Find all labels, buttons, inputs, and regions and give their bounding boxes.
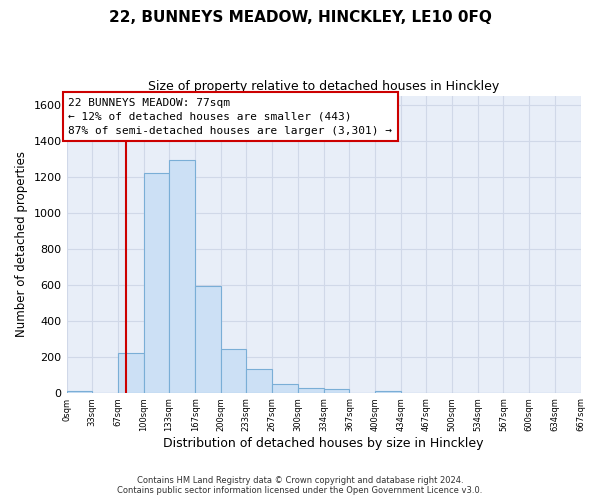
Text: Contains HM Land Registry data © Crown copyright and database right 2024.
Contai: Contains HM Land Registry data © Crown c…	[118, 476, 482, 495]
Bar	[324, 389, 349, 392]
Text: 22, BUNNEYS MEADOW, HINCKLEY, LE10 0FQ: 22, BUNNEYS MEADOW, HINCKLEY, LE10 0FQ	[109, 10, 491, 25]
Bar	[143, 173, 169, 392]
Bar	[298, 388, 324, 392]
Bar	[195, 286, 221, 393]
X-axis label: Distribution of detached houses by size in Hinckley: Distribution of detached houses by size …	[163, 437, 484, 450]
Bar	[375, 391, 401, 392]
Title: Size of property relative to detached houses in Hinckley: Size of property relative to detached ho…	[148, 80, 499, 93]
Bar	[67, 391, 92, 392]
Bar	[246, 369, 272, 392]
Bar	[221, 350, 246, 393]
Text: 22 BUNNEYS MEADOW: 77sqm
← 12% of detached houses are smaller (443)
87% of semi-: 22 BUNNEYS MEADOW: 77sqm ← 12% of detach…	[68, 98, 392, 136]
Y-axis label: Number of detached properties: Number of detached properties	[15, 151, 28, 337]
Bar	[272, 384, 298, 392]
Bar	[118, 353, 143, 393]
Bar	[169, 160, 195, 392]
